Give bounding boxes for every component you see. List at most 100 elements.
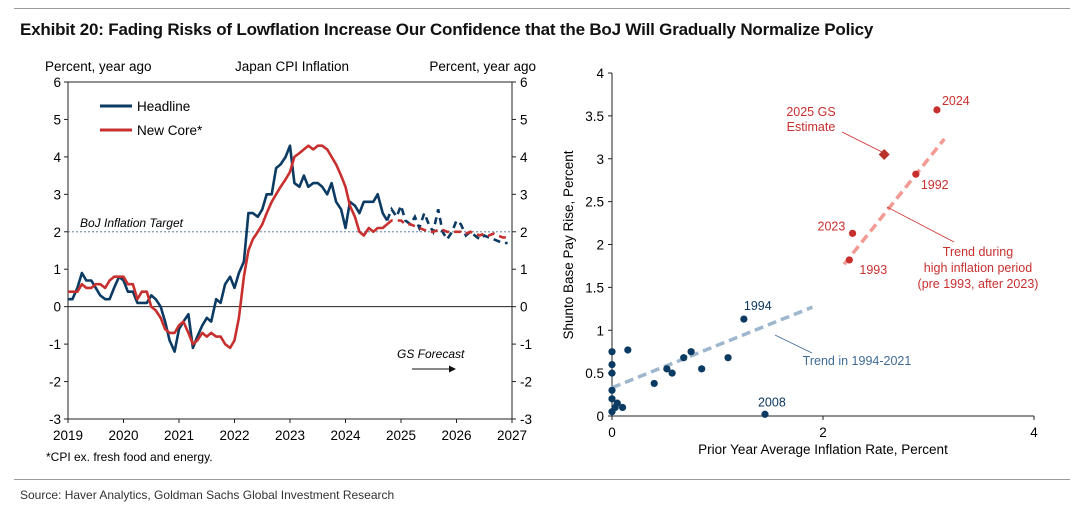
- scatter-trend-lines: [611, 137, 946, 390]
- headline-forecast-line: [385, 201, 508, 245]
- y-tick-label-right--1: -1: [520, 337, 532, 352]
- boj-target-label: BoJ Inflation Target: [80, 216, 184, 230]
- y-tick-label-right-6: 6: [520, 75, 528, 90]
- y-tick-label-right-0: 0: [520, 300, 528, 315]
- high-inflation-point-0: [845, 256, 853, 264]
- year-label-2024: 2024: [942, 94, 970, 108]
- early-period-point-15: [698, 365, 706, 373]
- early-period-point-4: [608, 360, 616, 369]
- y-tick-label-right--2: -2: [520, 375, 532, 390]
- early-period-point-14: [687, 348, 695, 356]
- early-period-point-17: [740, 315, 748, 323]
- scatter-year-labels: 1994 2008 1993 2023 1992 2024: [744, 94, 970, 409]
- y-tick-label-right-4: 4: [520, 150, 528, 165]
- scatter-y-tick-label-2.5: 2.5: [585, 195, 604, 210]
- y-tick-label-left--2: -2: [49, 375, 61, 390]
- y-tick-label-left-6: 6: [53, 75, 61, 90]
- trend-early-line: [611, 305, 814, 390]
- high-inflation-point-1: [848, 229, 857, 237]
- estimate-leader: [841, 131, 883, 153]
- gs-forecast-arrowhead: [449, 365, 456, 373]
- scatter-y-axis-label: Shunto Base Pay Rise, Percent: [561, 150, 576, 339]
- y-tick-label-left--1: -1: [49, 337, 61, 352]
- y-tick-label-left-5: 5: [53, 112, 61, 127]
- early-period-point-12: [668, 369, 676, 377]
- y-tick-label-left-0: 0: [53, 300, 61, 315]
- y-tick-label-right-5: 5: [520, 112, 528, 127]
- y-tick-label-right--3: -3: [520, 412, 532, 427]
- trend-high-label-line2: high inflation period: [924, 261, 1032, 275]
- x-tick-label-2024: 2024: [330, 428, 361, 443]
- scatter-x-tick-label-4: 4: [1030, 425, 1038, 440]
- left-series: [68, 144, 508, 353]
- early-period-point-8: [618, 403, 627, 412]
- estimate-label-line2: Estimate: [787, 120, 836, 134]
- trend-high-label-line3: (pre 1993, after 2023): [918, 277, 1039, 291]
- left-y-axis-label: Percent, year ago: [45, 59, 152, 74]
- source-note: Source: Haver Analytics, Goldman Sachs G…: [20, 488, 395, 502]
- scatter-y-tick-label-1: 1: [596, 323, 604, 338]
- footnote: *CPI ex. fresh food and energy.: [46, 450, 213, 464]
- y-tick-label-left-1: 1: [53, 262, 61, 277]
- scatter-y-tick-label-0: 0: [596, 409, 604, 424]
- trend-early-label: Trend in 1994-2021: [803, 354, 912, 368]
- high-inflation-point-3: [912, 170, 920, 178]
- scatter-x-tick-label-2: 2: [819, 425, 827, 440]
- year-label-1994: 1994: [744, 299, 772, 313]
- left-y-ticks: -3 -3 -2 -2 -1 -1 0 0 1 1 2 2 3 3 4 4 5 5 6 6: [49, 75, 532, 427]
- x-tick-label-2020: 2020: [108, 428, 138, 443]
- scatter-y-tick-label-0.5: 0.5: [585, 366, 604, 381]
- year-label-2023: 2023: [818, 219, 846, 233]
- scatter-y-tick-label-1.5: 1.5: [585, 280, 604, 295]
- early-period-point-2: [608, 386, 616, 394]
- y-tick-label-right-2: 2: [520, 225, 528, 240]
- gs-estimate-marker: [878, 148, 890, 160]
- left-x-ticks: 2019 2020 2021 2022 2023 2024 2025 2026 2027: [53, 419, 527, 443]
- right-y-axis-label: Percent, year ago: [429, 59, 536, 74]
- legend-core-label: New Core*: [137, 123, 203, 138]
- trend-high-leader: [886, 206, 955, 243]
- y-tick-label-left-3: 3: [53, 187, 61, 202]
- x-tick-label-2023: 2023: [275, 428, 305, 443]
- x-tick-label-2027: 2027: [497, 428, 527, 443]
- scatter-x-ticks: 0 2 4: [608, 416, 1038, 440]
- y-tick-label-left--3: -3: [49, 412, 61, 427]
- trend-high-line: [842, 137, 946, 266]
- early-period-point-10: [650, 379, 658, 388]
- scatter-y-tick-label-3.5: 3.5: [585, 109, 604, 124]
- cpi-line-chart: 2019 2020 2021 2022 2023 2024 2025 2026 2027 -3-…: [45, 59, 536, 464]
- scatter-y-ticks: 0 0.5 1 1.5 2 2.5 3 3.5 4: [585, 66, 612, 424]
- y-tick-label-right-1: 1: [520, 262, 528, 277]
- gs-forecast-label: GS Forecast: [397, 347, 465, 361]
- new-core-forecast-line: [386, 219, 508, 239]
- exhibit-title: Exhibit 20: Fading Risks of Lowflation I…: [20, 20, 874, 39]
- early-period-point-3: [608, 369, 616, 377]
- y-tick-label-left-4: 4: [53, 150, 61, 165]
- y-tick-label-right-3: 3: [520, 187, 528, 202]
- bottom-rule: [14, 479, 1070, 480]
- x-tick-label-2025: 2025: [386, 428, 416, 443]
- top-rule: [14, 8, 1070, 9]
- early-period-point-7: [613, 399, 621, 407]
- early-period-point-1: [608, 395, 616, 403]
- early-period-point-18: [761, 410, 769, 418]
- high-inflation-point-4: [933, 106, 941, 114]
- new-core-line: [68, 144, 388, 350]
- early-period-point-13: [680, 354, 688, 362]
- scatter-y-tick-label-2: 2: [596, 238, 604, 253]
- y-tick-label-left-2: 2: [53, 225, 61, 240]
- headline-line: [68, 144, 389, 353]
- year-label-1993: 1993: [859, 263, 887, 277]
- x-tick-label-2019: 2019: [53, 428, 83, 443]
- left-plot-frame: [67, 81, 513, 420]
- x-tick-label-2026: 2026: [441, 428, 471, 443]
- x-tick-label-2021: 2021: [164, 428, 194, 443]
- year-label-2008: 2008: [758, 395, 786, 409]
- scatter-y-tick-label-4: 4: [596, 66, 604, 81]
- legend-headline-label: Headline: [137, 99, 190, 114]
- trend-early-leader: [774, 334, 813, 354]
- early-period-point-9: [624, 346, 632, 354]
- scatter-x-tick-label-0: 0: [608, 425, 616, 440]
